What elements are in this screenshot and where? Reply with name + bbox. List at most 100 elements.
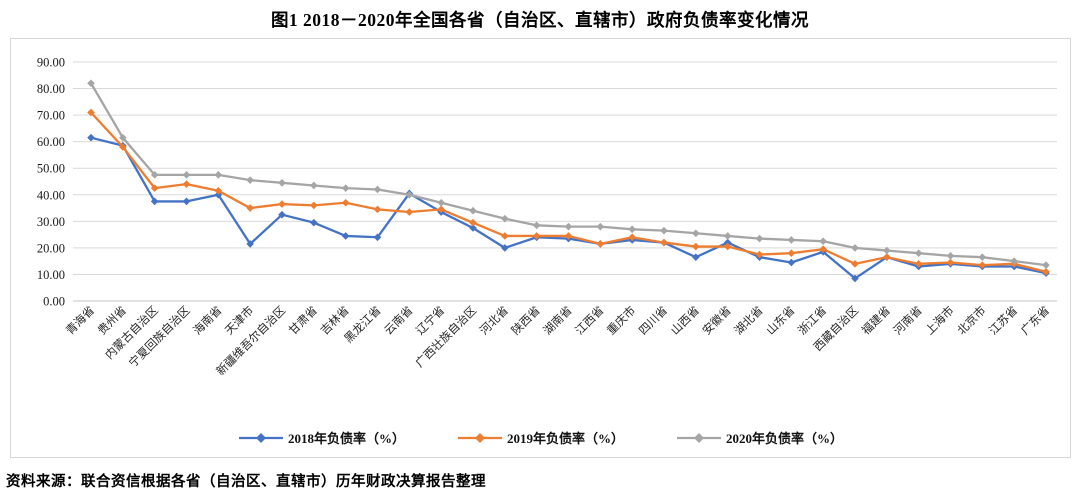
data-point-marker bbox=[660, 238, 668, 247]
data-point-marker bbox=[564, 222, 573, 231]
data-point-marker bbox=[596, 240, 605, 248]
x-category-label: 山西省 bbox=[668, 304, 702, 338]
x-category-label: 江西省 bbox=[573, 304, 607, 338]
data-point-marker bbox=[692, 253, 700, 261]
data-point-marker bbox=[914, 260, 923, 268]
legend-item-0: 2018年负债率（%） bbox=[238, 428, 405, 447]
data-point-marker bbox=[596, 222, 605, 231]
legend-label: 2018年负债率（%） bbox=[287, 431, 405, 446]
legend-label: 2020年负债率（%） bbox=[726, 431, 844, 446]
data-point-marker bbox=[310, 181, 318, 190]
data-point-marker bbox=[787, 236, 796, 244]
data-point-marker bbox=[310, 218, 318, 227]
x-category-label: 甘肃省 bbox=[286, 304, 320, 338]
legend-marker-icon bbox=[457, 432, 502, 443]
data-point-marker bbox=[628, 225, 636, 234]
legend-marker-icon bbox=[238, 432, 283, 443]
data-point-marker bbox=[532, 232, 541, 240]
data-point-marker bbox=[501, 244, 509, 252]
legend-label: 2019年负债率（%） bbox=[506, 431, 624, 446]
x-category-label: 重庆市 bbox=[604, 303, 638, 337]
data-point-marker bbox=[87, 133, 95, 142]
data-point-marker bbox=[469, 224, 477, 232]
data-point-marker bbox=[946, 258, 955, 267]
x-category-label: 海南省 bbox=[190, 303, 224, 337]
figure-title: 图1 2018－2020年全国各省（自治区、直辖市）政府负债率变化情况 bbox=[270, 10, 810, 30]
data-point-marker bbox=[150, 171, 159, 179]
data-point-marker bbox=[1042, 267, 1050, 276]
data-point-marker bbox=[723, 232, 732, 240]
data-point-marker bbox=[819, 245, 827, 254]
data-point-marker bbox=[692, 242, 700, 251]
data-point-marker bbox=[1042, 261, 1050, 269]
data-point-marker bbox=[214, 186, 223, 195]
data-point-marker bbox=[214, 190, 223, 199]
data-point-marker bbox=[501, 214, 509, 223]
source-note: 资料来源：联合资信根据各省（自治区、直辖市）历年财政决算报告整理 bbox=[6, 474, 486, 490]
x-category-label: 陕西省 bbox=[508, 303, 542, 337]
data-point-marker bbox=[851, 244, 859, 252]
data-point-marker bbox=[182, 197, 191, 206]
x-category-label: 湖南省 bbox=[540, 303, 574, 337]
chart-legend: 2018年负债率（%） 2019年负债率（%） 2020年负债率（%） bbox=[11, 428, 1070, 447]
data-point-marker bbox=[851, 260, 859, 268]
data-point-marker bbox=[914, 249, 923, 257]
data-point-marker bbox=[978, 253, 987, 261]
x-category-label: 广东省 bbox=[1019, 304, 1053, 338]
data-point-marker bbox=[819, 237, 827, 246]
data-point-marker bbox=[978, 261, 987, 269]
data-point-marker bbox=[278, 200, 286, 208]
data-point-marker bbox=[437, 198, 445, 207]
x-category-label: 青海省 bbox=[63, 303, 97, 337]
x-category-label: 河南省 bbox=[890, 303, 924, 337]
data-point-marker bbox=[787, 249, 796, 257]
x-category-label: 福建省 bbox=[859, 303, 893, 337]
data-point-marker bbox=[755, 234, 764, 243]
data-point-marker bbox=[851, 274, 859, 283]
data-point-marker bbox=[692, 229, 700, 238]
series-line-0 bbox=[90, 136, 1047, 280]
data-point-marker bbox=[755, 250, 764, 259]
x-category-label: 上海市 bbox=[922, 303, 956, 337]
y-axis-tick-label: 20.00 bbox=[37, 241, 65, 255]
data-point-marker bbox=[532, 221, 541, 230]
data-point-marker bbox=[182, 171, 191, 179]
y-axis-tick-label: 60.00 bbox=[37, 135, 65, 149]
x-category-label: 山东省 bbox=[764, 304, 798, 338]
y-axis-tick-label: 70.00 bbox=[37, 109, 65, 123]
data-point-marker bbox=[405, 190, 414, 199]
x-category-label: 安徽省 bbox=[699, 303, 733, 337]
data-point-marker bbox=[501, 232, 509, 240]
data-point-marker bbox=[278, 179, 286, 187]
data-point-marker bbox=[660, 226, 668, 235]
y-axis-tick-label: 50.00 bbox=[37, 162, 65, 176]
data-point-marker bbox=[150, 197, 159, 206]
data-point-marker bbox=[341, 232, 350, 240]
data-point-marker bbox=[373, 233, 382, 242]
data-point-marker bbox=[405, 208, 414, 216]
y-axis-tick-label: 80.00 bbox=[37, 82, 65, 96]
data-point-marker bbox=[310, 201, 318, 210]
x-category-label: 江苏省 bbox=[987, 304, 1021, 338]
data-point-marker bbox=[119, 143, 127, 151]
data-point-marker bbox=[278, 210, 286, 219]
data-point-marker bbox=[883, 246, 891, 255]
data-point-marker bbox=[214, 171, 223, 179]
chart-frame: 0.00 10.00 20.00 30.00 40.00 50.00 60.00 70.00 8… bbox=[10, 38, 1071, 458]
data-point-marker bbox=[150, 184, 159, 192]
data-point-marker bbox=[341, 184, 350, 192]
data-point-marker bbox=[246, 204, 254, 212]
data-point-marker bbox=[246, 176, 254, 184]
data-point-marker bbox=[723, 238, 732, 247]
data-point-marker bbox=[182, 180, 191, 188]
data-point-marker bbox=[469, 206, 477, 215]
y-axis-tick-label: 10.00 bbox=[37, 268, 65, 282]
line-chart-canvas: 0.00 10.00 20.00 30.00 40.00 50.00 60.00 70.00 8… bbox=[37, 56, 1057, 378]
data-point-marker bbox=[341, 198, 350, 207]
x-category-label: 云南省 bbox=[381, 303, 415, 337]
data-point-marker bbox=[373, 185, 382, 194]
data-point-marker bbox=[628, 233, 636, 242]
data-point-marker bbox=[87, 79, 95, 88]
data-point-marker bbox=[246, 240, 254, 248]
data-point-marker bbox=[946, 252, 955, 260]
